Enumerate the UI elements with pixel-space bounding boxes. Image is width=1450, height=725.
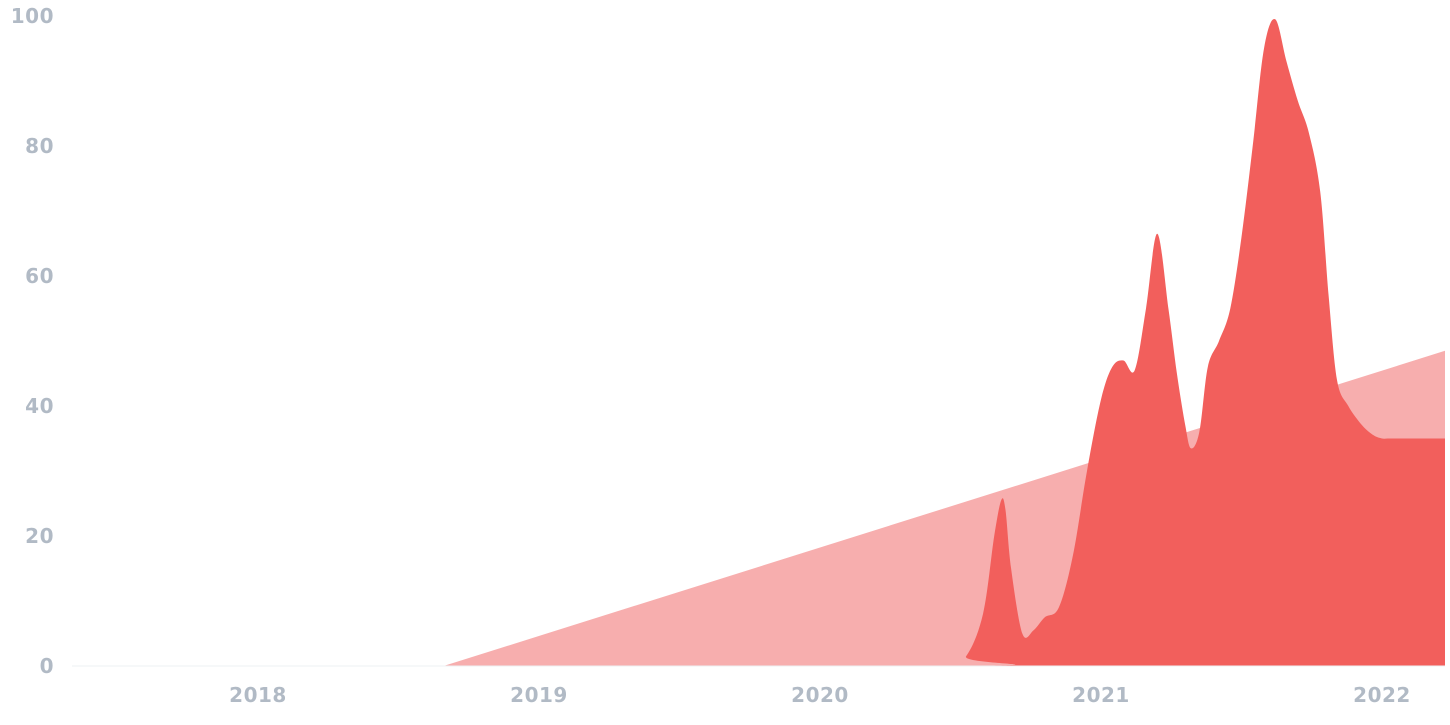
x-tick-label: 2019 (510, 683, 568, 707)
x-tick-label: 2022 (1353, 683, 1411, 707)
x-tick-label: 2021 (1072, 683, 1130, 707)
y-tick-label: 40 (25, 394, 54, 418)
x-tick-label: 2020 (791, 683, 849, 707)
y-tick-label: 60 (25, 264, 54, 288)
area-series-2 (89, 19, 1445, 667)
y-tick-label: 80 (25, 134, 54, 158)
series-layer (89, 19, 1445, 667)
y-tick-label: 100 (11, 4, 54, 28)
x-tick-label: 2018 (229, 683, 287, 707)
y-tick-label: 20 (25, 524, 54, 548)
y-tick-label: 0 (40, 654, 54, 678)
x-axis: 2018 2019 2020 2021 2022 (229, 683, 1411, 707)
y-axis: 0 20 40 60 80 100 (11, 4, 54, 678)
